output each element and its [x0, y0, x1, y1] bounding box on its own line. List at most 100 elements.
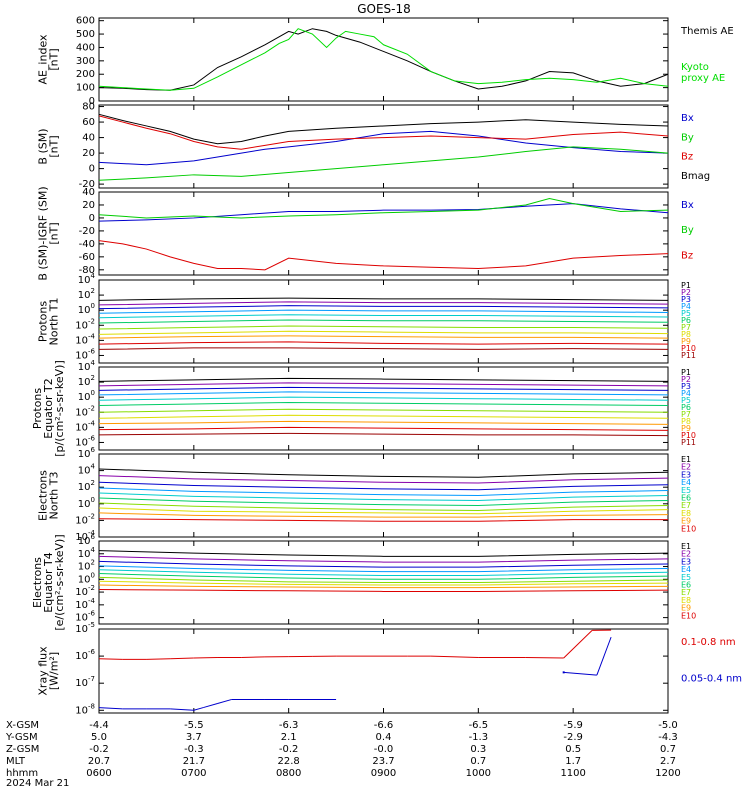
series-line-p3 — [98, 386, 669, 391]
row-value: -6.5 — [469, 720, 489, 731]
series-line-e10 — [98, 518, 668, 522]
series-line-e7 — [98, 576, 669, 583]
legend-label: Bz — [681, 152, 693, 163]
legend-label: P4 — [681, 389, 691, 398]
y-tick-label: 10-6 — [75, 648, 95, 662]
panel-8: 10-5 10-6 10-7 10-8 Xray flux[W/m²] 0.1-0.8 n… — [37, 621, 743, 716]
legend-label: P8 — [681, 417, 691, 426]
row-value: 1200 — [655, 768, 680, 779]
legend-label: P3 — [681, 295, 691, 304]
series-line-p1 — [98, 297, 669, 301]
y-axis-label: B (SM)-IGRF (SM) — [37, 186, 50, 280]
y-tick-label: 10-4 — [75, 332, 95, 346]
legend-label: E8 — [681, 596, 691, 605]
legend-label: 0.1-0.8 nm — [681, 637, 736, 648]
y-tick-label: 10-7 — [75, 675, 95, 689]
y-tick-label: 0 — [89, 164, 95, 175]
y-tick-label: 100 — [78, 496, 95, 510]
series-line-e4 — [98, 487, 669, 497]
series-line-p6 — [98, 319, 669, 324]
y-tick-label: 104 — [78, 359, 96, 373]
row-value: -6.6 — [374, 720, 394, 731]
legend-label: E1 — [681, 455, 691, 464]
series-line-p10 — [98, 426, 669, 431]
row-value: 22.8 — [278, 756, 300, 767]
y-axis-label: AE_index — [37, 34, 50, 85]
legend-label: E5 — [681, 573, 691, 582]
row-value: -1.3 — [469, 732, 489, 743]
row-value: 2.1 — [281, 732, 297, 743]
legend-label: P6 — [681, 316, 691, 325]
row-value: 23.7 — [372, 756, 394, 767]
legend-label: E1 — [681, 542, 691, 551]
y-tick-label: 400 — [76, 42, 95, 53]
series-line-p10 — [98, 341, 669, 345]
legend-label: P10 — [681, 344, 696, 353]
xray-segment — [193, 707, 204, 711]
y-axis-label: [p/(cm²-s-sr-keV)] — [53, 360, 66, 457]
series-line-bx — [98, 130, 669, 166]
legend-label: proxy AE — [681, 73, 725, 84]
legend-label: E4 — [681, 565, 691, 574]
legend-label: E9 — [681, 604, 691, 613]
plot-title: GOES-18 — [357, 2, 411, 16]
series-line-e3 — [98, 481, 669, 491]
y-tick-label: 0 — [89, 213, 95, 224]
series-line-e5 — [98, 492, 669, 501]
row-value: -0.2 — [279, 744, 299, 755]
series-line-bmag — [98, 113, 669, 145]
series-line-e8 — [98, 580, 669, 586]
y-tick-label: 10-6 — [75, 434, 95, 448]
xray-segment — [203, 703, 218, 709]
series-line-e2 — [98, 555, 669, 563]
row-value: -0.2 — [89, 744, 109, 755]
legend-label: P9 — [681, 337, 691, 346]
legend-label: E6 — [681, 581, 691, 590]
legend-label: P4 — [681, 302, 691, 311]
y-tick-label: 10-8 — [75, 702, 95, 716]
y-tick-label: 10-4 — [75, 597, 95, 611]
series-line-e1 — [98, 468, 669, 478]
row-value: -5.5 — [184, 720, 204, 731]
xray-segment — [98, 658, 123, 660]
row-label: hhmm — [6, 768, 38, 779]
series-line-e9 — [98, 584, 669, 589]
panel-3: -80 -60 -40 -20 0 20 40 B (SM)-IGRF (SM)[nT] Bx B… — [37, 186, 694, 280]
legend-label: P11 — [681, 438, 696, 447]
series-line-e10 — [98, 589, 669, 592]
series-line-p8 — [98, 330, 669, 335]
y-tick-label: -60 — [79, 252, 95, 263]
y-tick-label: 10-2 — [75, 512, 95, 526]
series-line-e1 — [98, 550, 669, 557]
legend-label: E3 — [681, 557, 691, 566]
y-axis-label: Protons — [37, 301, 50, 342]
series-line-e3 — [98, 560, 669, 568]
y-tick-label: 102 — [78, 374, 95, 388]
y-tick-label: 10-6 — [75, 347, 95, 361]
legend-label: P5 — [681, 309, 691, 318]
y-tick-label: 10-2 — [75, 584, 95, 598]
row-value: -0.3 — [184, 744, 204, 755]
row-value: 0900 — [371, 768, 396, 779]
series-line-by — [98, 197, 669, 219]
series-line-p7 — [98, 408, 669, 413]
y-tick-label: 40 — [82, 187, 95, 198]
row-value: 0.4 — [376, 732, 392, 743]
row-value: 1100 — [560, 768, 585, 779]
series-line-e5 — [98, 569, 669, 576]
series-line-p8 — [98, 414, 669, 419]
series-line-p4 — [98, 309, 669, 314]
series-line-bz — [98, 240, 669, 271]
legend-label: Bx — [681, 113, 694, 124]
legend-label: E2 — [681, 550, 691, 559]
y-tick-label: 10-2 — [75, 404, 95, 418]
row-value: -2.9 — [563, 732, 583, 743]
y-tick-label: -20 — [79, 179, 95, 190]
legend-label: P10 — [681, 431, 696, 440]
y-axis-label: Protons — [31, 388, 44, 429]
legend-label: P8 — [681, 330, 691, 339]
series-line-e9 — [98, 512, 669, 518]
y-tick-label: 10-2 — [75, 317, 95, 331]
